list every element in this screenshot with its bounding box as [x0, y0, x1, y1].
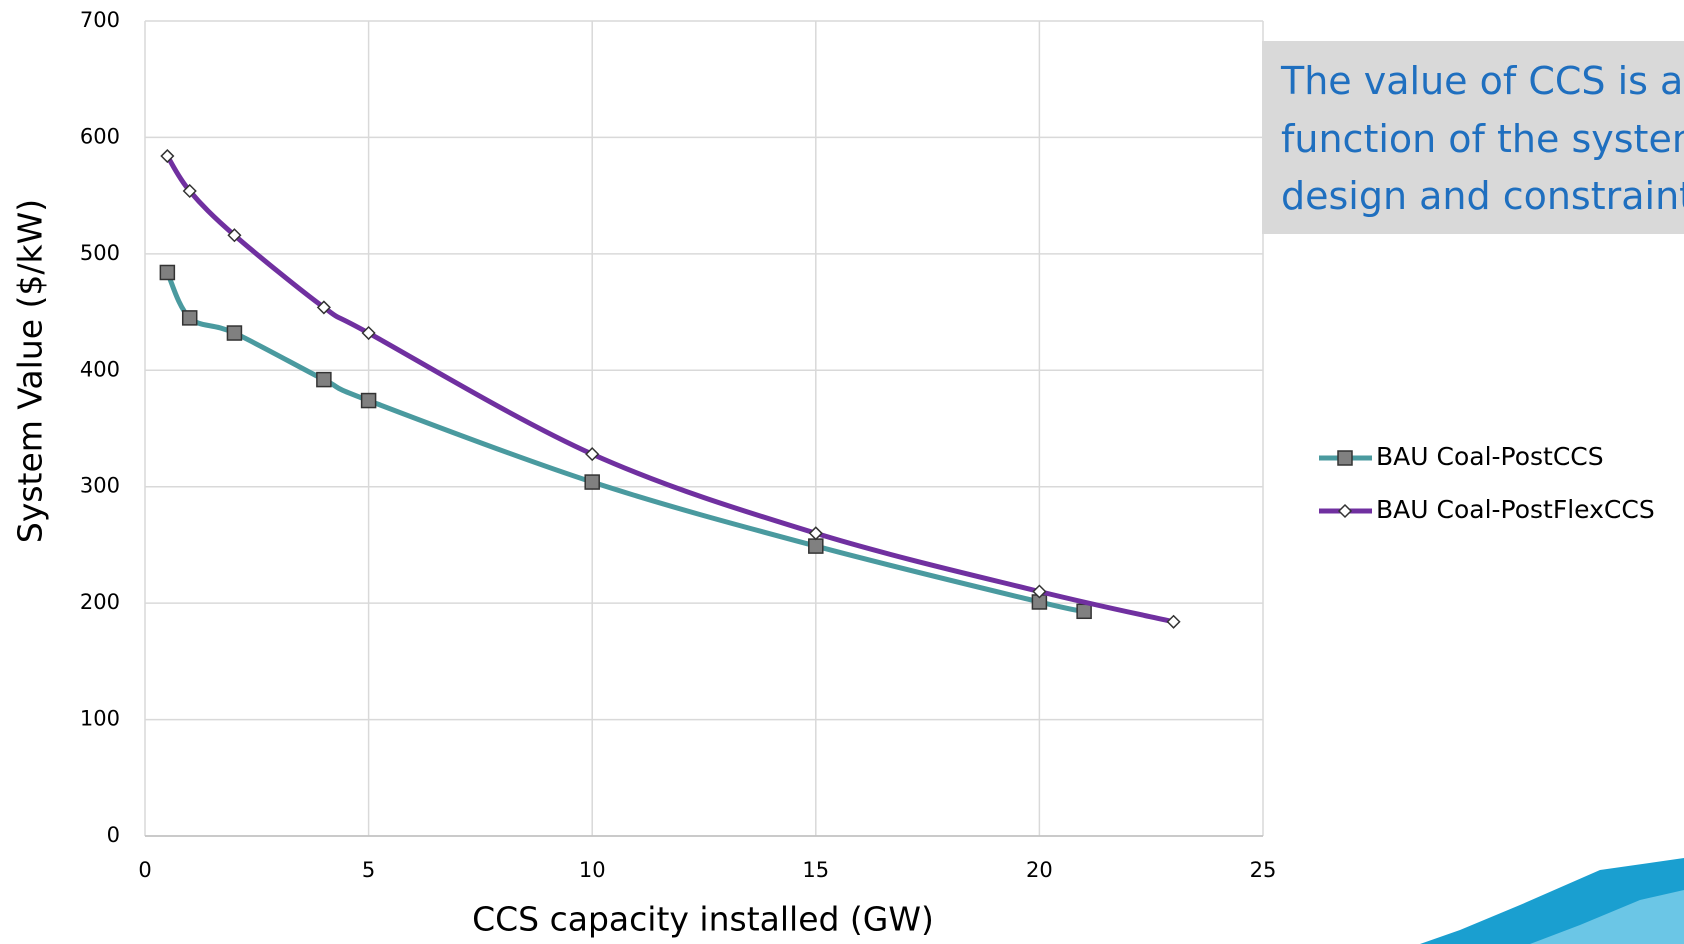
line: [167, 156, 1173, 622]
callout-text: The value of CCS is a: [1280, 59, 1683, 103]
legend-text: BAU Coal-PostCCS: [1376, 442, 1604, 471]
marker: [227, 326, 241, 340]
chart: The value of CCS is a function of the sy…: [0, 0, 1684, 944]
y-tick-label: 200: [80, 590, 120, 614]
y-tick-label: 700: [80, 8, 120, 32]
line: [167, 272, 1084, 611]
legend-marker: [1339, 505, 1351, 517]
x-tick-label: 0: [138, 858, 151, 882]
x-tick-label: 20: [1026, 858, 1053, 882]
x-tick-label: 15: [802, 858, 829, 882]
y-tick-label: 0: [107, 823, 120, 847]
legend-marker: [1338, 451, 1352, 465]
marker: [1077, 604, 1091, 618]
callout-text: design and constraints: [1281, 174, 1684, 218]
y-tick-label: 600: [80, 124, 120, 148]
marker: [1168, 616, 1180, 628]
y-tick-label: 100: [80, 707, 120, 731]
marker: [317, 373, 331, 387]
y-tick-label: 400: [80, 357, 120, 381]
marker: [183, 311, 197, 325]
y-tick-label: 500: [80, 241, 120, 265]
legend-text: BAU Coal-PostFlexCCS: [1376, 495, 1655, 524]
x-tick-label: 10: [579, 858, 606, 882]
y-tick-label: 300: [80, 474, 120, 498]
marker: [362, 394, 376, 408]
callout-text: function of the system: [1281, 117, 1684, 161]
marker: [809, 539, 823, 553]
marker: [585, 475, 599, 489]
x-tick-label: 25: [1250, 858, 1277, 882]
x-tick-label: 5: [362, 858, 375, 882]
marker: [810, 527, 822, 539]
x-axis-title: CCS capacity installed (GW): [472, 900, 934, 939]
marker: [160, 265, 174, 279]
y-axis-title: System Value ($/kW): [11, 199, 50, 543]
